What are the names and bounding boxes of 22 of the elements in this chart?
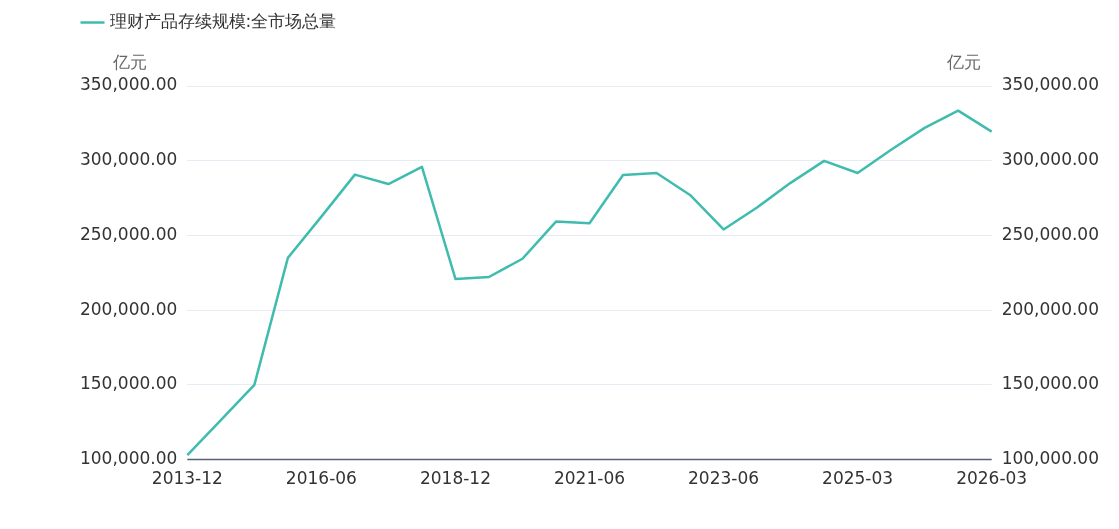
y2-tick-label: 300,000.00 [1001,149,1100,170]
x-tick-label: 2013-12 [151,468,223,489]
x-tick-label: 2025-03 [822,468,894,489]
y-axis-title: 亿元 [112,51,148,72]
y-tick-label: 350,000.00 [79,74,178,95]
y-tick-label: 250,000.00 [79,223,178,244]
y2-tick-label: 350,000.00 [1001,74,1100,95]
x-tick-label: 2016-06 [285,468,357,489]
y-tick-label: 100,000.00 [79,448,178,469]
y2-tick-label: 200,000.00 [1001,298,1100,319]
legend-label: 理财产品存续规模:全市场总量 [109,10,337,31]
x-tick-label: 2023-06 [688,468,760,489]
x-tick-label: 2021-06 [553,468,626,489]
y-tick-label: 200,000.00 [79,298,178,319]
y-tick-label: 300,000.00 [79,149,178,170]
x-tick-label: 2026-03 [956,468,1028,489]
y2-axis-title: 亿元 [945,51,981,72]
y-tick-label: 150,000.00 [79,373,178,394]
y2-tick-label: 250,000.00 [1001,223,1100,244]
y2-tick-label: 100,000.00 [1001,448,1100,469]
y2-tick-label: 150,000.00 [1001,373,1100,394]
x-tick-label: 2018-12 [419,468,491,489]
